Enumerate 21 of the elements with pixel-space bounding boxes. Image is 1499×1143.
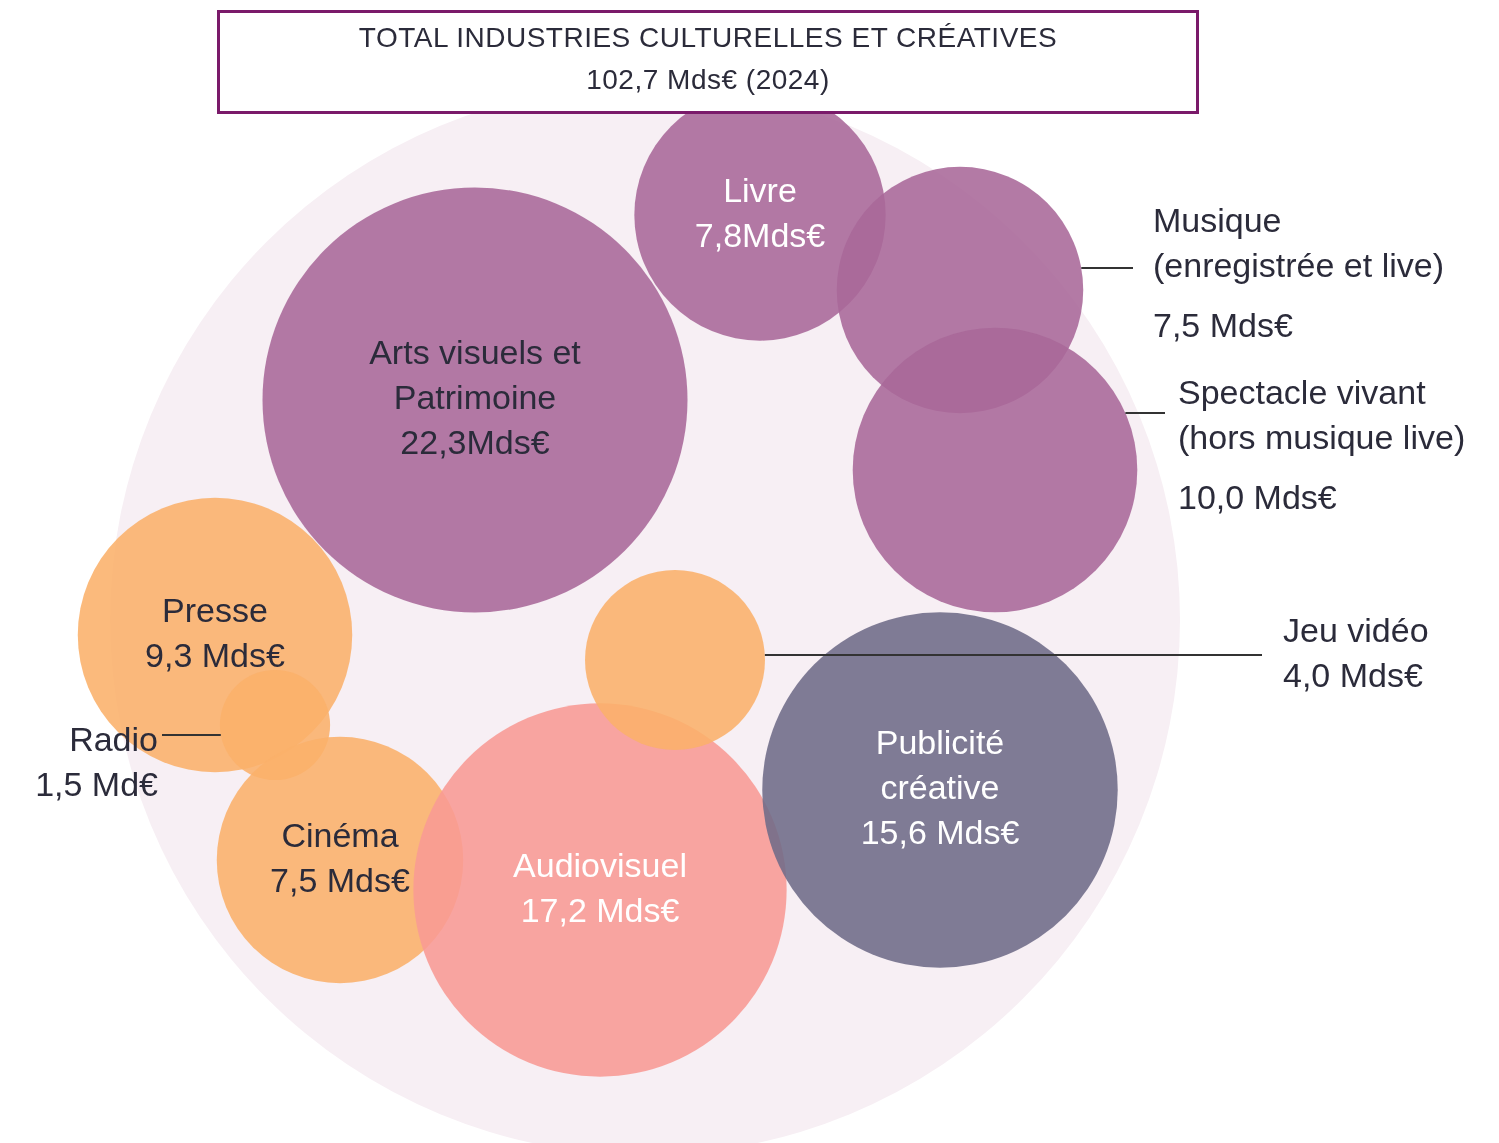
data-label: 7,5 Mds€ bbox=[1153, 306, 1293, 345]
data-label: 15,6 Mds€ bbox=[860, 813, 1020, 852]
category-label: Audiovisuel bbox=[513, 845, 687, 884]
data-label: 1,5 Md€ bbox=[35, 765, 159, 804]
category-label: Presse bbox=[162, 590, 268, 629]
category-label: Cinéma bbox=[281, 815, 399, 854]
text: 102,7 Mds€ (2024) bbox=[585, 63, 831, 97]
category-label: Jeu vidéo bbox=[1283, 611, 1429, 650]
category-label: Spectacle vivant (hors musique live) bbox=[1178, 373, 1466, 457]
category-label: Livre bbox=[723, 170, 797, 209]
text: TOTAL INDUSTRIES CULTURELLES ET CRÉATIVES bbox=[357, 21, 1059, 55]
data-label: 10,0 Mds€ bbox=[1178, 478, 1337, 517]
category-label: Musique (enregistrée et live) bbox=[1153, 201, 1445, 285]
data-label: 9,3 Mds€ bbox=[145, 635, 286, 674]
data-label: 7,8Mds€ bbox=[694, 215, 826, 254]
data-label: 4,0 Mds€ bbox=[1283, 656, 1423, 695]
category-label: Publicité créative bbox=[875, 723, 1005, 807]
category-label: Arts visuels et Patrimoine bbox=[369, 333, 582, 417]
data-label: 7,5 Mds€ bbox=[270, 860, 411, 899]
data-label: 17,2 Mds€ bbox=[520, 890, 680, 929]
data-label: 22,3Mds€ bbox=[400, 423, 550, 462]
